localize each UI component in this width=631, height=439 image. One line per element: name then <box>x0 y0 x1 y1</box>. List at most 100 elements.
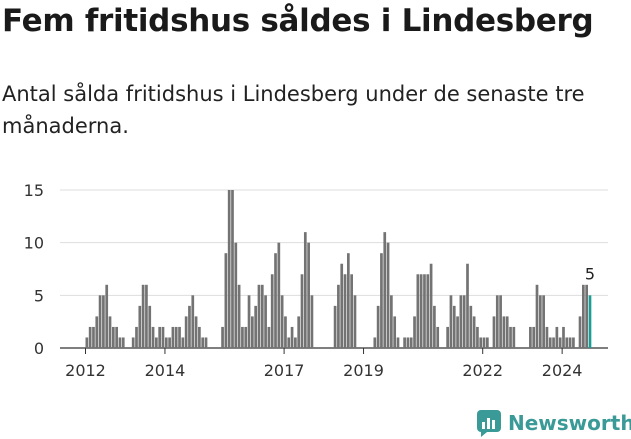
bar <box>426 274 430 348</box>
bar <box>115 326 118 348</box>
bar <box>191 295 195 348</box>
bar <box>201 337 205 348</box>
bar <box>403 337 406 348</box>
bar <box>294 337 297 348</box>
bar <box>118 337 122 348</box>
x-tick-label: 2014 <box>145 361 186 380</box>
bar <box>158 326 162 348</box>
bar <box>178 326 181 348</box>
bar <box>95 316 99 348</box>
bar <box>505 316 509 348</box>
bar <box>376 305 380 348</box>
bar <box>102 295 105 348</box>
bar <box>436 326 440 348</box>
bar <box>390 295 393 348</box>
bar <box>234 242 238 348</box>
bar <box>310 295 314 348</box>
bar <box>558 337 562 348</box>
bar <box>148 305 152 348</box>
highlight-data-label: 5 <box>585 264 595 283</box>
bar <box>452 305 456 348</box>
bar <box>486 337 489 348</box>
y-axis: 0 5 10 15 <box>24 181 44 358</box>
bar <box>168 337 171 348</box>
y-tick-label: 0 <box>34 339 44 358</box>
bar <box>92 326 95 348</box>
bar <box>290 326 294 348</box>
bar <box>535 284 539 348</box>
bar <box>509 326 512 348</box>
bar <box>472 316 476 348</box>
bar <box>161 326 165 348</box>
bar <box>251 316 254 348</box>
bar <box>373 337 377 348</box>
bar <box>353 295 357 348</box>
bar <box>462 295 466 348</box>
bar <box>138 305 142 348</box>
bar <box>274 253 277 348</box>
bar <box>552 337 555 348</box>
bar <box>241 326 244 348</box>
bar <box>151 326 155 348</box>
bar-chart: 0 5 10 15 2012 2014 2017 2019 2022 2024 5 <box>24 181 608 380</box>
bar <box>221 326 224 348</box>
x-tick-label: 2019 <box>343 361 384 380</box>
brand-logo: Newsworthy <box>476 408 631 438</box>
bar <box>476 326 479 348</box>
y-tick-label: 15 <box>24 181 44 200</box>
bar <box>492 316 496 348</box>
bar <box>300 274 304 348</box>
bar <box>260 284 264 348</box>
bar <box>307 242 310 348</box>
bar <box>280 295 284 348</box>
bar <box>545 326 549 348</box>
bar <box>231 190 234 348</box>
bar <box>343 274 347 348</box>
bar <box>512 326 516 348</box>
bar <box>446 326 449 348</box>
bar <box>141 284 145 348</box>
bar <box>538 295 542 348</box>
bar <box>495 295 499 348</box>
bar <box>287 337 291 348</box>
bar <box>184 316 188 348</box>
bar <box>237 284 241 348</box>
bar <box>88 326 92 348</box>
bar <box>111 326 115 348</box>
bar <box>502 316 506 348</box>
bar <box>416 274 420 348</box>
bar <box>393 316 397 348</box>
x-tick-label: 2024 <box>542 361 583 380</box>
bar <box>121 337 125 348</box>
bar <box>409 337 413 348</box>
bar <box>466 263 469 348</box>
bar <box>562 326 565 348</box>
bar <box>565 337 569 348</box>
x-tick-label: 2012 <box>65 361 106 380</box>
bar <box>164 337 168 348</box>
bar <box>264 295 267 348</box>
bar <box>333 305 337 348</box>
bar <box>277 242 281 348</box>
bar <box>380 253 383 348</box>
bar <box>224 253 228 348</box>
page-subtitle: Antal sålda fritidshus i Lindesberg unde… <box>2 82 585 138</box>
bar <box>257 284 261 348</box>
page-title: Fem fritidshus såldes i Lindesberg <box>2 3 594 39</box>
bar-highlight <box>588 295 592 348</box>
bar <box>85 337 89 348</box>
bar <box>396 337 400 348</box>
bar <box>433 305 436 348</box>
bar <box>198 326 201 348</box>
bar <box>174 326 178 348</box>
y-tick-label: 10 <box>24 234 44 253</box>
bar <box>337 284 340 348</box>
bar <box>247 295 251 348</box>
bar <box>449 295 453 348</box>
bar <box>578 316 582 348</box>
bar <box>267 326 271 348</box>
bar <box>194 316 198 348</box>
bar <box>284 316 287 348</box>
bar <box>585 284 589 348</box>
brand-name: Newsworthy <box>508 411 631 435</box>
